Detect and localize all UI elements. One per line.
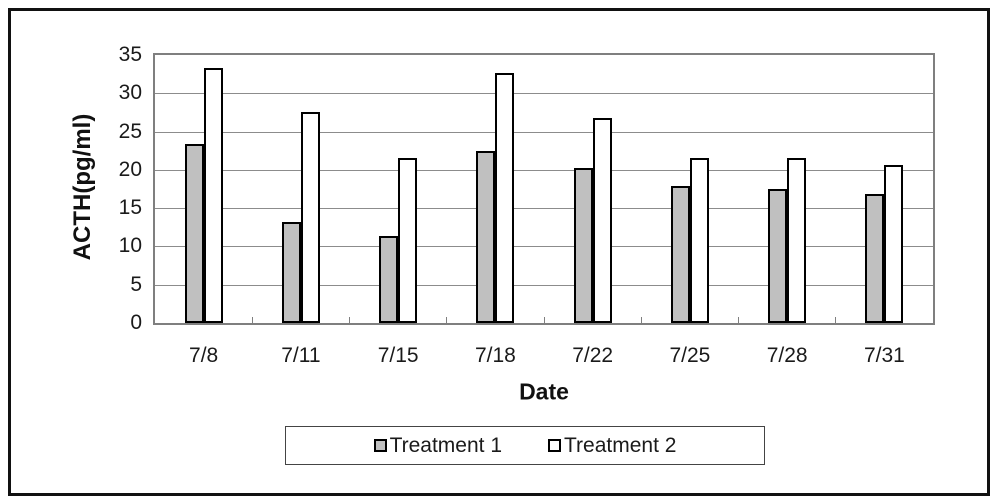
treatment-1-swatch-icon bbox=[373, 439, 387, 452]
y-tick-label-35: 35 bbox=[118, 43, 142, 66]
y-tick-label-5: 5 bbox=[130, 272, 142, 296]
x-axis-tick bbox=[543, 317, 545, 323]
x-tick-label-7-28: 7/28 bbox=[766, 344, 808, 367]
bar-treatment-1-7-15 bbox=[379, 235, 399, 323]
x-axis-title: Date bbox=[519, 378, 569, 405]
x-axis-tick bbox=[349, 317, 350, 323]
bar-treatment-2-7-25 bbox=[689, 158, 709, 323]
y-tick-label-15: 15 bbox=[118, 196, 142, 220]
bar-treatment-2-7-31 bbox=[884, 165, 904, 323]
gridline-y-30 bbox=[155, 93, 933, 95]
y-tick-label-30: 30 bbox=[118, 81, 142, 105]
legend: Treatment 1 Treatment 2 bbox=[285, 426, 765, 465]
legend-label-treatment-1: Treatment 1 bbox=[389, 433, 502, 457]
y-tick-label-10: 10 bbox=[118, 234, 142, 258]
x-tick-label-7-11: 7/11 bbox=[281, 344, 321, 367]
bar-treatment-2-7-15 bbox=[398, 158, 418, 323]
y-tick-label-0: 0 bbox=[130, 311, 142, 334]
bar-treatment-2-7-11 bbox=[300, 112, 320, 323]
bar-treatment-1-7-11 bbox=[281, 221, 301, 323]
x-axis-tick bbox=[835, 317, 837, 323]
gridline-y-5 bbox=[155, 284, 933, 286]
bar-treatment-1-7-8 bbox=[184, 143, 204, 323]
gridline-y-25 bbox=[155, 131, 933, 133]
legend-item-treatment-2: Treatment 2 bbox=[548, 434, 676, 458]
x-axis-tick bbox=[251, 317, 253, 323]
bar-treatment-1-7-25 bbox=[670, 185, 690, 323]
x-tick-label-7-25: 7/25 bbox=[669, 344, 711, 367]
bar-treatment-1-7-31 bbox=[865, 193, 885, 323]
bar-treatment-1-7-22 bbox=[573, 168, 593, 323]
bar-treatment-1-7-28 bbox=[768, 189, 788, 323]
x-tick-label-7-15: 7/15 bbox=[377, 344, 419, 367]
legend-item-treatment-1: Treatment 1 bbox=[373, 433, 502, 458]
gridline-y-10 bbox=[155, 246, 933, 248]
bar-treatment-1-7-18 bbox=[476, 150, 496, 323]
bar-treatment-2-7-22 bbox=[592, 117, 612, 323]
x-axis-tick bbox=[738, 317, 739, 323]
x-tick-label-7-31: 7/31 bbox=[863, 344, 905, 367]
x-tick-label-7-22: 7/22 bbox=[572, 344, 614, 367]
gridline-y-20 bbox=[155, 169, 933, 171]
bar-treatment-2-7-28 bbox=[787, 157, 807, 323]
plot-area bbox=[153, 53, 935, 325]
legend-label-treatment-2: Treatment 2 bbox=[564, 433, 677, 457]
bar-treatment-2-7-8 bbox=[203, 68, 223, 323]
x-tick-label-7-18: 7/18 bbox=[474, 344, 516, 367]
x-axis-tick bbox=[640, 317, 642, 323]
x-axis-tick bbox=[446, 317, 448, 323]
bar-treatment-2-7-18 bbox=[495, 73, 515, 323]
gridline-y-15 bbox=[155, 208, 933, 210]
y-tick-label-20: 20 bbox=[118, 157, 142, 181]
y-tick-label-25: 25 bbox=[118, 119, 142, 143]
treatment-2-swatch-icon bbox=[548, 439, 561, 452]
x-tick-label-7-8: 7/8 bbox=[189, 344, 219, 367]
